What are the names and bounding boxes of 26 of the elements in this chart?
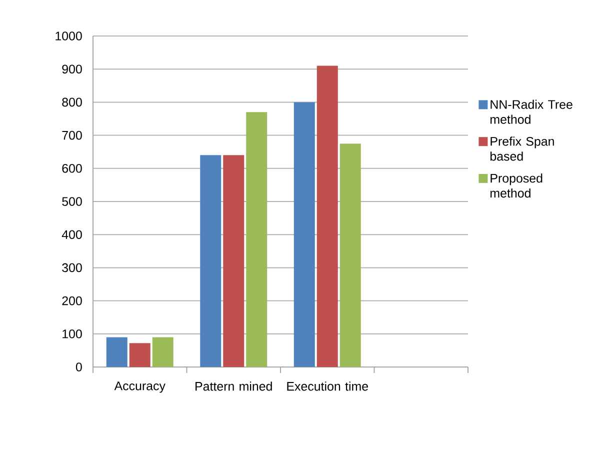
y-tick-label: 900 (62, 64, 82, 74)
y-tick-label: 1000 (56, 32, 82, 40)
bar (340, 144, 361, 367)
bar (106, 337, 128, 367)
bar (246, 112, 268, 367)
y-tick-label: 700 (62, 130, 82, 140)
y-tick-label: 600 (62, 164, 82, 173)
x-tick-label: Execution time (287, 382, 368, 391)
x-tick-label: Accuracy (114, 382, 166, 393)
x-tick-label: Pattern mined (196, 382, 272, 391)
legend-label: NN-Radix Tree method (490, 100, 572, 124)
y-tick-label: 0 (76, 362, 82, 372)
legend-label: Proposed method (490, 174, 542, 198)
y-tick-label: 300 (62, 263, 82, 272)
bar (316, 66, 338, 367)
y-tick-label: 200 (62, 296, 82, 306)
bar (152, 337, 174, 367)
y-tick-label: 500 (62, 197, 82, 206)
bar (294, 102, 315, 367)
y-tick-label: 400 (62, 230, 82, 240)
bar (129, 343, 150, 367)
bar (200, 155, 222, 367)
bar (223, 155, 244, 367)
y-tick-label: 800 (62, 98, 82, 107)
legend-label: Prefix Span based (490, 136, 554, 161)
y-tick-label: 100 (62, 330, 82, 338)
